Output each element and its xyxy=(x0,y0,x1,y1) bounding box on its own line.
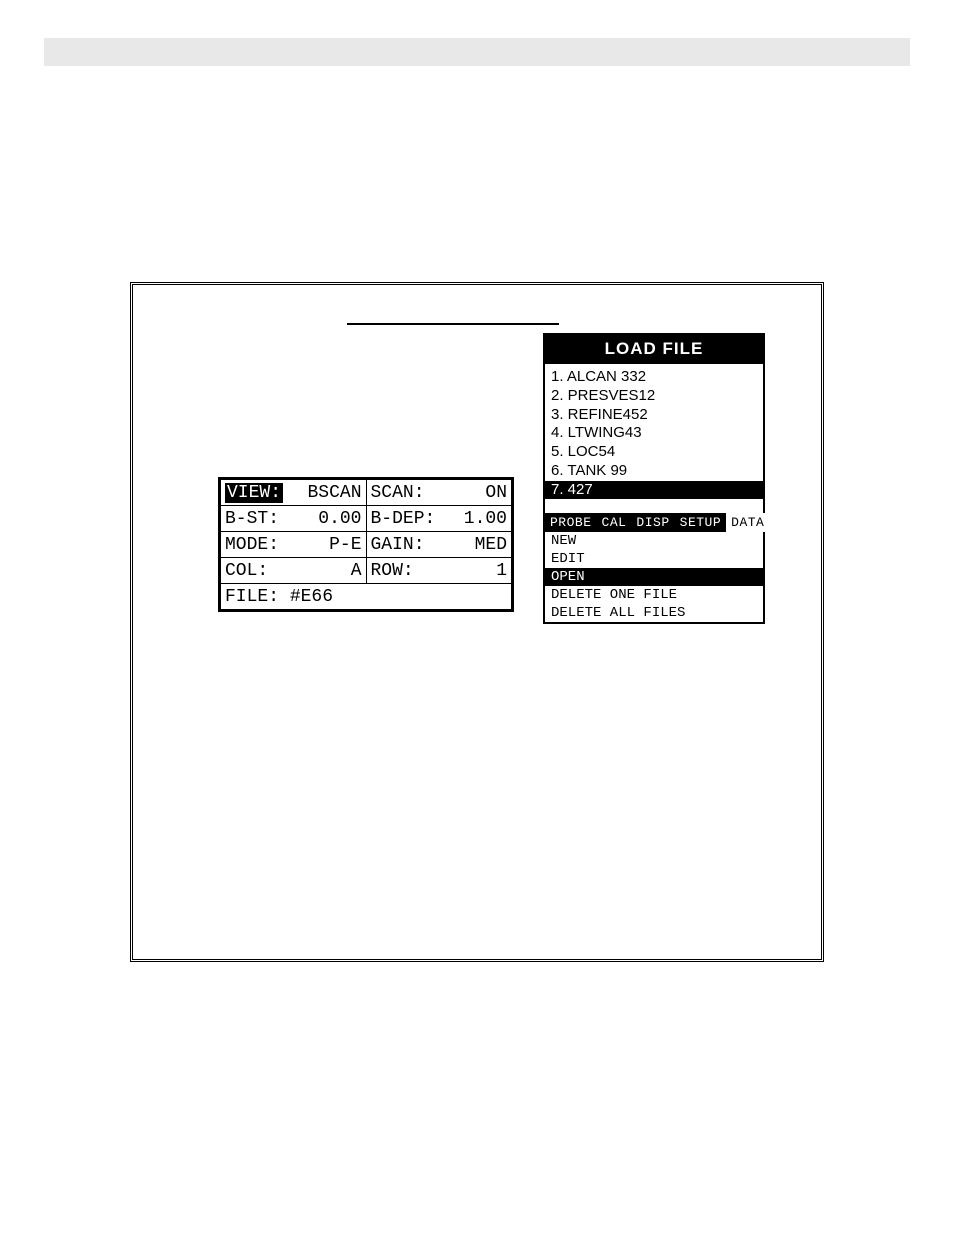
file-list-item[interactable]: 7. 427 xyxy=(545,481,763,500)
menu-item[interactable]: OPEN xyxy=(545,568,763,586)
data-menu: NEWEDITOPENDELETE ONE FILEDELETE ALL FIL… xyxy=(545,532,763,622)
setting-cell[interactable]: B-DEP: 1.00 xyxy=(366,506,512,532)
setting-value: MED xyxy=(475,535,507,555)
setting-cell[interactable]: COL: A xyxy=(221,558,367,584)
device-screen-frame: VIEW: BSCAN SCAN: ON B-ST: 0.00 B-DEP: 1.00 MODE… xyxy=(130,282,824,962)
setting-label: B-ST: xyxy=(225,509,279,529)
tab-probe[interactable]: PROBE xyxy=(545,513,597,532)
setting-label: COL: xyxy=(225,561,268,581)
setting-label: VIEW: xyxy=(225,483,283,503)
file-value: #E66 xyxy=(279,587,333,607)
tab-disp[interactable]: DISP xyxy=(631,513,674,532)
setting-value: BSCAN xyxy=(307,483,361,503)
setting-value: 1 xyxy=(496,561,507,581)
menu-item[interactable]: NEW xyxy=(545,532,763,550)
tab-setup[interactable]: SETUP xyxy=(675,513,727,532)
divider-line xyxy=(347,323,559,325)
file-list-item[interactable]: 2. PRESVES12 xyxy=(551,387,757,406)
setting-cell[interactable]: VIEW: BSCAN xyxy=(221,480,367,506)
setting-label: B-DEP: xyxy=(371,509,436,529)
load-file-panel: LOAD FILE 1. ALCAN 3322. PRESVES123. REF… xyxy=(543,333,765,624)
file-list: 1. ALCAN 3322. PRESVES123. REFINE4524. L… xyxy=(545,364,763,499)
file-list-item[interactable]: 4. LTWING43 xyxy=(551,424,757,443)
setting-cell[interactable]: GAIN: MED xyxy=(366,532,512,558)
page-header-bar xyxy=(44,38,910,66)
setting-label: MODE: xyxy=(225,535,279,555)
file-cell[interactable]: FILE: #E66 xyxy=(221,584,512,610)
setting-value: 0.00 xyxy=(318,509,361,529)
setting-cell[interactable]: MODE: P-E xyxy=(221,532,367,558)
setting-value: 1.00 xyxy=(464,509,507,529)
setting-value: A xyxy=(351,561,362,581)
setting-cell[interactable]: SCAN: ON xyxy=(366,480,512,506)
tab-cal[interactable]: CAL xyxy=(597,513,632,532)
setting-label: SCAN: xyxy=(371,483,425,503)
file-list-item[interactable]: 3. REFINE452 xyxy=(551,406,757,425)
setting-cell[interactable]: B-ST: 0.00 xyxy=(221,506,367,532)
tab-row: PROBECALDISPSETUPDATA xyxy=(545,513,763,532)
setting-label: GAIN: xyxy=(371,535,425,555)
menu-item[interactable]: DELETE ALL FILES xyxy=(545,604,763,622)
file-label: FILE: xyxy=(225,587,279,607)
tab-data[interactable]: DATA xyxy=(726,513,769,532)
panel-gap xyxy=(545,499,763,513)
file-list-item[interactable]: 5. LOC54 xyxy=(551,443,757,462)
file-list-item[interactable]: 1. ALCAN 332 xyxy=(551,368,757,387)
setting-value: P-E xyxy=(329,535,361,555)
setting-cell[interactable]: ROW: 1 xyxy=(366,558,512,584)
load-file-title: LOAD FILE xyxy=(545,335,763,364)
setting-label: ROW: xyxy=(371,561,414,581)
menu-item[interactable]: EDIT xyxy=(545,550,763,568)
settings-table: VIEW: BSCAN SCAN: ON B-ST: 0.00 B-DEP: 1.00 MODE… xyxy=(218,477,514,612)
file-list-item[interactable]: 6. TANK 99 xyxy=(551,462,757,481)
setting-value: ON xyxy=(485,483,507,503)
menu-item[interactable]: DELETE ONE FILE xyxy=(545,586,763,604)
